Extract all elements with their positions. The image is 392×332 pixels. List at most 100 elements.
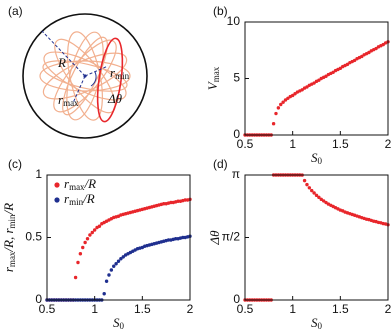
x-tick-label: 2 (385, 302, 392, 316)
point (276, 106, 281, 110)
x-axis-label: S0 (113, 315, 125, 331)
label-part: r (110, 65, 116, 80)
panel-label: (b) (213, 4, 228, 18)
point (345, 62, 350, 67)
point (174, 237, 178, 241)
point (81, 245, 85, 250)
point (109, 268, 114, 272)
point (181, 235, 185, 240)
point (338, 66, 343, 71)
highlight-orbit (96, 37, 124, 123)
y-tick-label: 0.5 (25, 230, 42, 244)
label-part: r (64, 176, 70, 191)
annotation: rmin (110, 65, 130, 81)
label-part: r (64, 191, 70, 206)
y-tick-label: 10 (227, 14, 241, 28)
center (83, 74, 87, 78)
label-part: 0 (318, 156, 323, 166)
y-tick-label: 5 (233, 71, 240, 85)
label-part: S (113, 315, 120, 330)
point (92, 228, 97, 232)
point (360, 54, 364, 59)
label-part: S (311, 315, 318, 330)
point (78, 252, 83, 256)
label-part: min (7, 214, 17, 229)
point (112, 264, 116, 268)
legend-marker (54, 197, 60, 203)
point (85, 237, 90, 241)
y-tick-label: 1 (35, 167, 42, 181)
point (121, 255, 125, 259)
point (324, 74, 328, 78)
point (274, 111, 278, 116)
point (290, 93, 295, 98)
x-tick-label: 1.5 (332, 302, 349, 316)
label-part: S (311, 150, 318, 165)
point (88, 233, 92, 237)
point (107, 273, 111, 277)
point (283, 98, 288, 102)
x-axis-label: S0 (311, 150, 323, 166)
legend-label: rmin/R (64, 191, 95, 207)
label-part: /R (1, 203, 16, 216)
boundary-circle (22, 13, 148, 139)
x-tick-label: 2 (187, 302, 194, 316)
x-tick-label: 1 (289, 137, 296, 151)
point (324, 200, 328, 205)
y-tick-label: 0 (233, 292, 240, 306)
point (300, 88, 304, 92)
angle-arc (90, 71, 97, 87)
point (119, 257, 123, 261)
point (116, 259, 121, 263)
point (305, 85, 309, 89)
point (271, 122, 276, 126)
label-part: max (211, 66, 221, 82)
label-part: max (63, 98, 79, 108)
legend-label: rmax/R (64, 176, 96, 192)
axes-frame (244, 21, 389, 136)
point (73, 275, 78, 280)
point (183, 198, 187, 202)
point (312, 191, 316, 195)
label-part: 0 (120, 321, 125, 331)
label-part: /R (84, 176, 97, 191)
label-part: max (69, 182, 85, 192)
x-tick-label: 1.5 (332, 137, 349, 151)
point (162, 202, 166, 206)
point (166, 238, 171, 242)
x-tick-label: 1 (91, 302, 98, 316)
point (317, 195, 321, 200)
point (321, 199, 326, 203)
y-tick-label: π/2 (222, 230, 241, 244)
label-part: V (205, 80, 220, 90)
point (76, 260, 80, 265)
label-part: /R, r (1, 228, 16, 253)
x-tick-label: 0.5 (39, 302, 56, 316)
x-tick-label: 0.5 (237, 137, 254, 151)
label-part: Δθ (107, 91, 123, 106)
point (331, 70, 335, 74)
point (176, 199, 180, 203)
y-axis-label: Δθ (207, 230, 222, 246)
point (352, 58, 357, 63)
point (367, 50, 371, 55)
annotation: R (57, 55, 66, 70)
label-part: /R (82, 191, 95, 206)
point (302, 178, 307, 183)
panel-label: (d) (213, 157, 228, 171)
x-tick-label: 1.5 (134, 302, 151, 316)
point (90, 230, 94, 235)
point (312, 81, 316, 85)
label-part: Δθ (207, 230, 222, 246)
radii (41, 30, 109, 104)
point (104, 279, 109, 283)
point (314, 193, 319, 198)
point (305, 182, 309, 187)
y-axis-label: rmax/R, rmin/R (1, 203, 17, 272)
label-part: min (69, 197, 84, 207)
x-axis-label: S0 (311, 315, 323, 331)
point (279, 102, 283, 107)
annotation: rmax (58, 92, 79, 108)
point (114, 262, 118, 266)
label-part: 0 (318, 321, 323, 331)
